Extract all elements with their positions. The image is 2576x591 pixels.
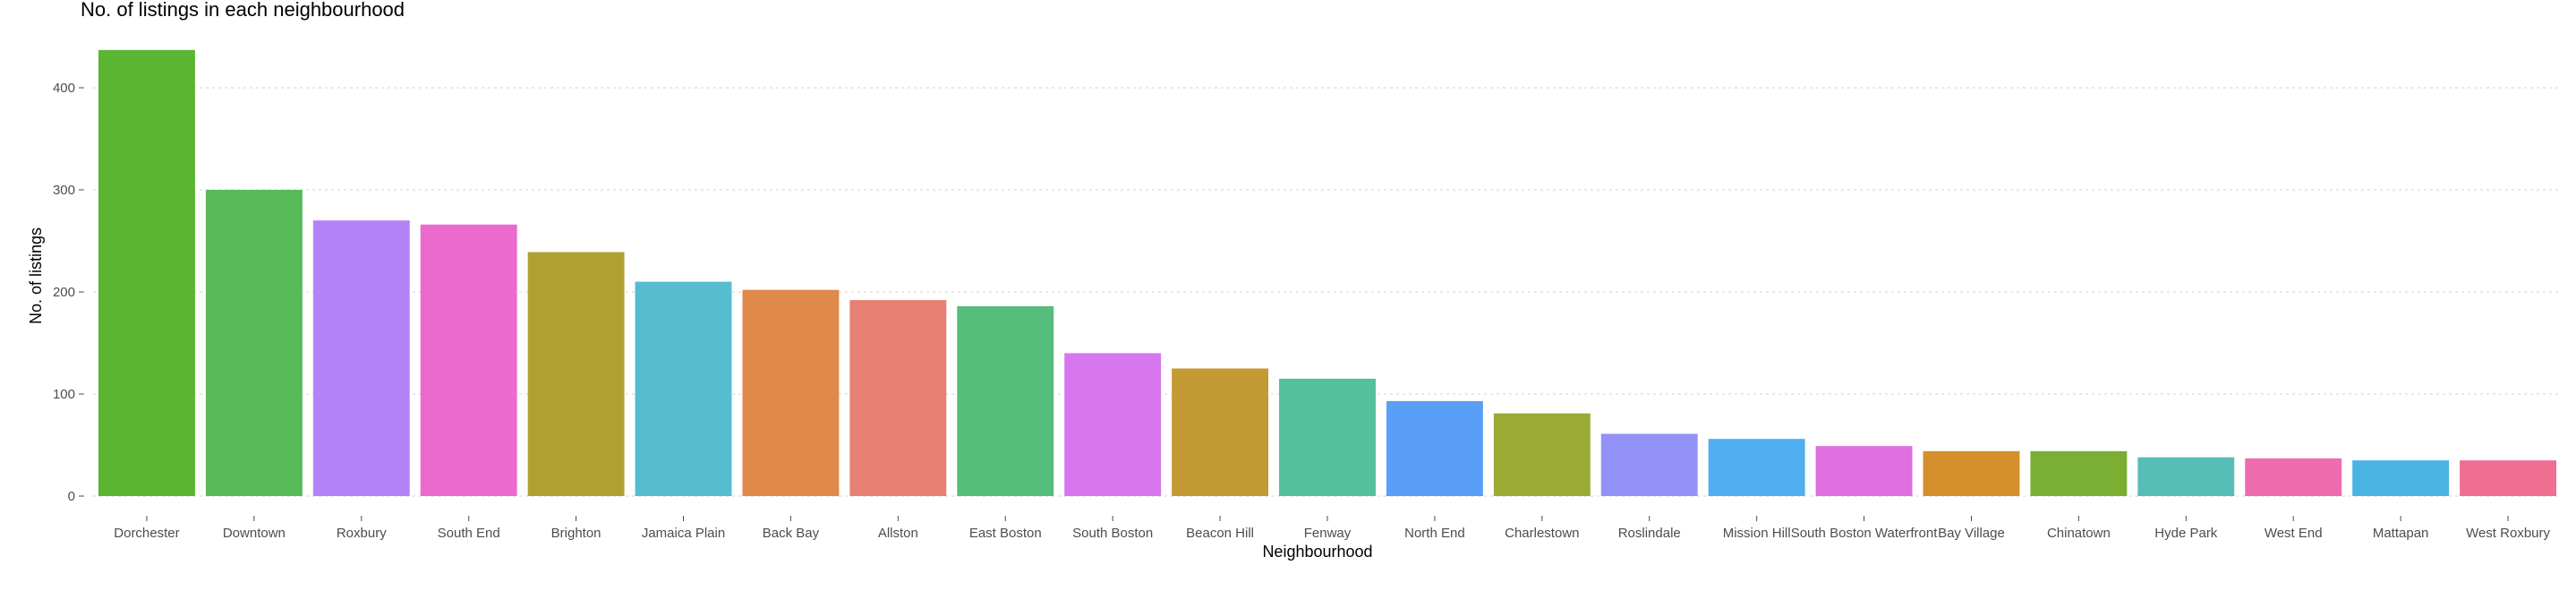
y-tick-label: 300 [53,183,75,198]
x-tick-label: Roxbury [337,526,387,541]
bar [1815,446,1913,496]
bar [2030,450,2128,496]
bar [1279,378,1376,496]
x-tick-label: Allston [878,526,918,541]
x-tick-label: Chinatown [2047,526,2111,541]
x-tick-label: South Boston [1072,526,1153,541]
x-tick-label: South End [438,526,500,541]
bar [1708,439,1805,496]
x-tick-label: Dorchester [114,526,179,541]
x-tick-label: Charlestown [1505,526,1579,541]
bar [742,289,840,496]
y-axis-title: No. of listings [27,227,45,324]
bar [312,220,410,496]
chart-title: No. of listings in each neighbourhood [81,0,405,21]
bar [205,190,303,496]
bar [1386,400,1483,496]
bar [1600,433,1698,496]
x-tick-label: South Boston Waterfront [1791,526,1939,541]
bar [1493,413,1591,496]
x-tick-label: Roslindale [1618,526,1681,541]
bar [1923,450,2020,496]
bar [420,224,517,496]
bars [98,49,2557,496]
x-tick-label: Fenway [1304,526,1352,541]
x-tick-label: Mission Hill [1723,526,1791,541]
x-tick-label: Mattapan [2373,526,2429,541]
bar [98,49,195,496]
x-axis: Dorchester Downtown Roxbury South End Bright… [114,516,2551,541]
y-axis: 0 100 200 300 400 [53,81,84,504]
x-tick-label: Back Bay [763,526,820,541]
y-tick-label: 200 [53,285,75,300]
x-tick-label: West End [2265,526,2323,541]
bar [635,281,732,496]
x-tick-label: Hyde Park [2154,526,2218,541]
x-tick-label: North End [1404,526,1465,541]
bar [1172,368,1269,496]
bar [2460,460,2557,496]
x-axis-title: Neighbourhood [1262,543,1372,561]
bar [2352,460,2450,496]
x-tick-label: Brighton [551,526,601,541]
bar [1064,353,1162,496]
bar [957,305,1054,496]
y-tick-label: 100 [53,387,75,402]
x-tick-label: Bay Village [1938,526,2005,541]
bar [527,252,625,496]
y-tick-label: 0 [68,489,75,504]
y-tick-label: 400 [53,81,75,96]
bar [2137,457,2235,496]
bar [849,300,947,496]
bar [2245,458,2342,496]
x-tick-label: West Roxbury [2466,526,2550,541]
x-tick-label: Jamaica Plain [642,526,725,541]
x-tick-label: Downtown [223,526,286,541]
x-tick-label: East Boston [969,526,1042,541]
x-tick-label: Beacon Hill [1186,526,1254,541]
